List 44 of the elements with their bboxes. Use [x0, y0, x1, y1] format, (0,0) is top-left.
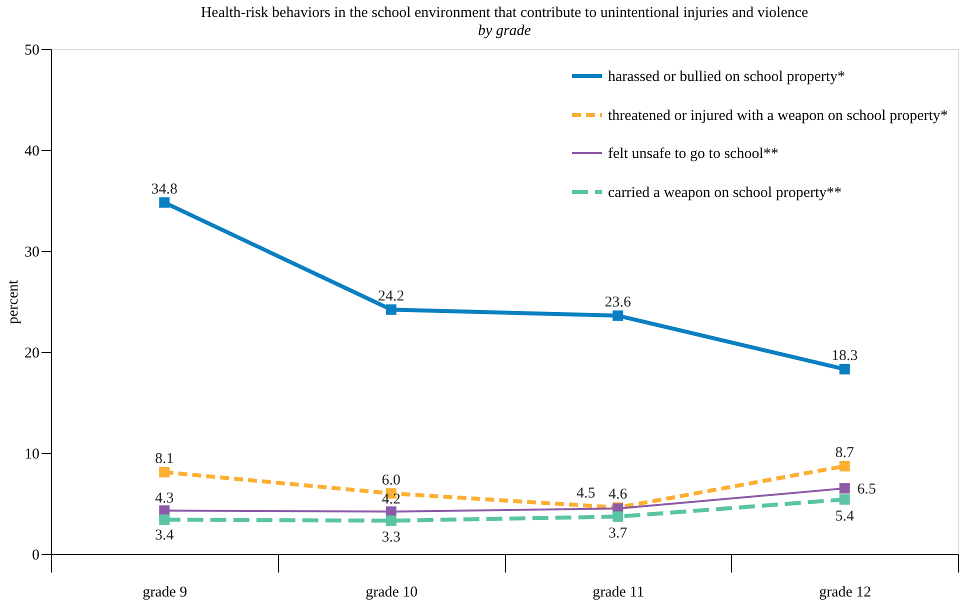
y-tick-label: 40 [24, 144, 40, 160]
data-label: 18.3 [832, 348, 858, 364]
x-tick-label: grade 9 [142, 584, 188, 600]
data-label: 34.8 [151, 182, 178, 198]
data-label: 8.1 [155, 451, 174, 468]
x-tick-label: grade 12 [819, 584, 872, 600]
chart-title: Health-risk behaviors in the school environment that contribute to unintentional injuries and violence [200, 5, 809, 21]
data-label: 3.3 [382, 530, 400, 546]
data-label: 6.5 [857, 481, 876, 498]
legend-label: harassed or bullied on school property* [608, 69, 846, 85]
point [612, 511, 624, 522]
x-tick-label: grade 10 [366, 584, 418, 600]
point [839, 364, 850, 374]
data-label: 23.6 [604, 294, 632, 311]
data-label: 4.5 [576, 486, 596, 502]
y-tick-label: 10 [24, 446, 40, 462]
chart-subtitle: by grade [478, 23, 532, 39]
point [159, 466, 170, 478]
point [159, 197, 170, 208]
y-tick-label: 0 [32, 548, 40, 564]
data-label: 24.2 [378, 288, 404, 305]
y-tick-label: 50 [24, 42, 40, 58]
y-tick-label: 30 [24, 244, 40, 260]
legend-label: threatened or injured with a weapon on school property* [608, 108, 948, 124]
point [159, 514, 170, 525]
point [839, 483, 850, 494]
point [612, 310, 624, 321]
y-axis-title: percent [6, 279, 22, 324]
y-tick-label: 20 [24, 346, 40, 362]
data-label: 4.3 [155, 490, 174, 507]
point [386, 515, 396, 526]
data-label: 8.7 [835, 445, 854, 462]
data-label: 3.7 [608, 526, 628, 542]
legend-label: felt unsafe to go to school** [608, 146, 778, 162]
point [386, 304, 396, 315]
data-label: 4.2 [382, 492, 400, 508]
data-label: 3.4 [155, 528, 174, 544]
point [839, 460, 850, 472]
legend-label: carried a weapon on school property** [608, 185, 842, 201]
data-label: 6.0 [382, 472, 400, 488]
x-tick-label: grade 11 [592, 584, 644, 600]
data-label: 4.6 [608, 486, 628, 503]
data-label: 5.4 [835, 508, 854, 524]
point [839, 494, 850, 505]
